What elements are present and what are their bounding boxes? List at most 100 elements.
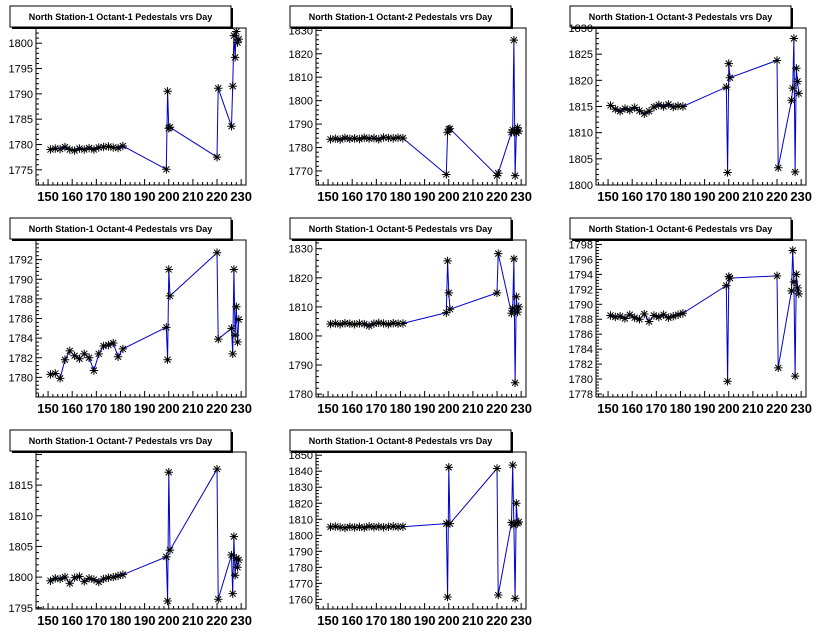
data-point [355, 319, 364, 328]
x-tick-label: 230 [230, 613, 252, 628]
x-tick-label: 180 [110, 189, 132, 204]
x-tick-label: 160 [61, 613, 83, 628]
data-point [227, 122, 236, 131]
x-tick-label: 170 [645, 401, 667, 416]
data-point [65, 145, 74, 154]
x-tick-label: 150 [317, 401, 339, 416]
data-point [664, 313, 673, 322]
data-point [350, 320, 359, 329]
data-point [46, 370, 55, 379]
data-point [113, 571, 123, 581]
data-point [99, 142, 108, 152]
x-tick-label: 190 [414, 189, 436, 204]
data-point [379, 319, 388, 328]
data-point [792, 270, 801, 279]
x-tick-label: 190 [134, 401, 156, 416]
data-point [444, 288, 453, 298]
data-point [630, 103, 639, 112]
data-point [75, 144, 84, 153]
data-point [355, 134, 364, 144]
data-point [509, 35, 519, 45]
data-point [51, 144, 60, 153]
title-box [9, 5, 232, 28]
chart-octant-6: North Station-1 Octant-6 Pedestals vrs D… [569, 217, 812, 416]
data-point [640, 109, 649, 119]
data-point [104, 573, 113, 582]
x-tick-label: 180 [670, 189, 692, 204]
y-tick-label: 1840 [289, 466, 313, 478]
data-point [790, 167, 800, 177]
title-box [289, 429, 512, 452]
data-point [772, 56, 782, 65]
data-point [70, 573, 79, 582]
y-tick-label: 1795 [9, 603, 33, 615]
x-tick-label: 230 [510, 613, 532, 628]
y-tick-label: 1760 [289, 594, 313, 606]
x-tick-label: 210 [182, 613, 204, 628]
title-box [9, 217, 232, 240]
data-point [165, 545, 175, 555]
data-point [789, 277, 799, 287]
data-point [230, 53, 240, 62]
chart-title: North Station-1 Octant-4 Pedestals vrs D… [29, 224, 213, 234]
x-tick-label: 210 [742, 189, 764, 204]
data-point [640, 309, 649, 319]
x-tick-label: 200 [438, 401, 460, 416]
x-tick-label: 220 [206, 401, 228, 416]
data-point [494, 590, 503, 600]
y-tick-label: 1805 [569, 154, 593, 166]
chart-octant-5: North Station-1 Octant-5 Pedestals vrs D… [289, 217, 532, 416]
data-point [774, 163, 783, 172]
x-tick-label: 210 [462, 189, 484, 204]
data-point [654, 100, 663, 110]
data-point [669, 102, 678, 112]
y-tick-label: 1786 [9, 314, 33, 326]
data-point [326, 135, 335, 144]
data-point [340, 523, 350, 533]
chart-title: North Station-1 Octant-8 Pedestals vrs D… [309, 436, 493, 446]
x-tick-label: 200 [438, 613, 460, 628]
data-point [233, 563, 242, 572]
data-point [620, 314, 630, 323]
y-tick-label: 1778 [569, 389, 593, 401]
x-tick-label: 230 [510, 401, 532, 416]
data-point [350, 134, 359, 143]
chart-title: North Station-1 Octant-6 Pedestals vrs D… [589, 224, 773, 234]
data-point [384, 133, 393, 143]
data-point [512, 292, 521, 301]
data-point [443, 592, 452, 602]
y-tick-label: 1820 [289, 273, 313, 285]
data-point [630, 313, 639, 322]
data-point [46, 576, 55, 585]
y-tick-label: 1770 [289, 166, 313, 178]
y-tick-label: 1784 [569, 344, 593, 356]
data-point [507, 128, 516, 137]
data-point [364, 522, 374, 531]
data-point [60, 572, 70, 582]
data-point [165, 123, 175, 132]
x-tick-label: 170 [85, 401, 107, 416]
data-point [513, 123, 522, 132]
title-box [289, 5, 512, 28]
data-point [794, 289, 803, 299]
y-tick-label: 1790 [9, 274, 33, 286]
data-point [164, 265, 173, 274]
x-tick-label: 150 [37, 613, 59, 628]
x-tick-label: 170 [365, 401, 387, 416]
data-point [445, 519, 455, 528]
y-tick-label: 1790 [569, 299, 593, 311]
data-point [398, 522, 408, 531]
x-tick-label: 200 [718, 401, 740, 416]
data-point [678, 102, 688, 111]
data-point [360, 523, 369, 532]
data-point [162, 165, 171, 174]
plot-frame [315, 451, 527, 610]
data-point [228, 349, 237, 359]
data-point [445, 304, 455, 314]
data-point [723, 168, 732, 177]
data-point [606, 101, 615, 110]
data-point [445, 124, 455, 133]
y-tick-label: 1795 [9, 64, 33, 76]
title-box [569, 5, 792, 28]
